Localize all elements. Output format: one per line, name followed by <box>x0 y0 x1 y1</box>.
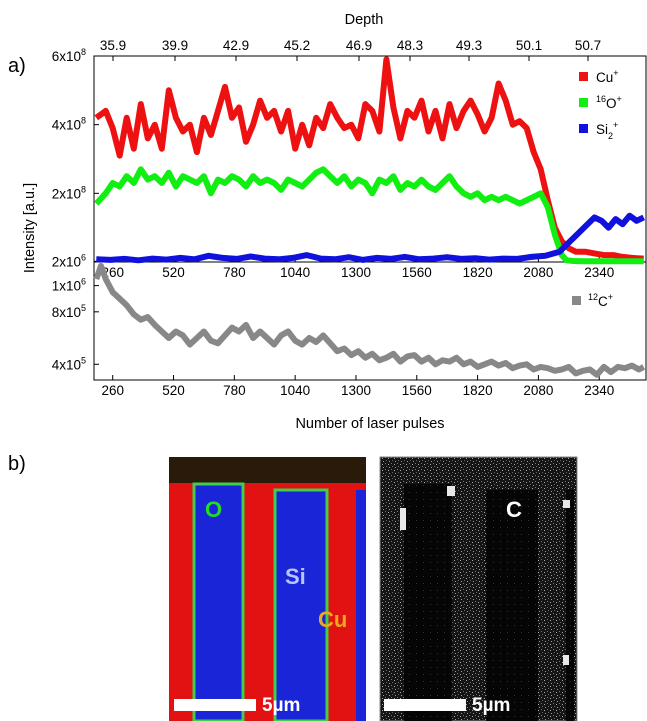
panel-label-a: a) <box>8 55 26 77</box>
bottom-x-tick-label: 1820 <box>463 383 493 398</box>
micrograph-left: O Si Cu 5µm <box>169 457 366 721</box>
top-tick-label: 35.9 <box>100 38 126 53</box>
legend-lower: 12C+ <box>572 292 613 309</box>
x-axis-title: Number of laser pulses <box>295 416 444 432</box>
c-dark-column-1 <box>404 484 452 721</box>
panel-label-b: b) <box>8 453 26 475</box>
bottom-x-axis-ticks: 260 520 780 1040 1300 1560 1820 2080 2340 <box>101 375 614 398</box>
c-bright-spot-2 <box>447 486 455 496</box>
mid-x-tick-label: 780 <box>223 265 246 280</box>
bottom-x-tick-label: 1300 <box>341 383 371 398</box>
bottom-x-tick-label: 520 <box>162 383 185 398</box>
legend-swatch-o <box>579 98 588 107</box>
series-si <box>96 212 645 264</box>
series-o <box>94 166 644 265</box>
top-tick-label: 49.3 <box>456 38 482 53</box>
legend-label-o: 16O+ <box>596 94 622 111</box>
legend-upper: Cu+ 16O+ Si2+ <box>579 68 622 141</box>
legend-label-si: Si2+ <box>596 120 618 141</box>
series-cu <box>94 56 644 262</box>
c-dark-column-2 <box>486 490 538 721</box>
bottom-x-tick-label: 2080 <box>523 383 553 398</box>
micrograph-right: C 5µm <box>379 456 578 721</box>
legend-swatch-c <box>572 296 581 305</box>
label-o: O <box>205 497 222 522</box>
mid-x-tick-label: 1820 <box>463 265 493 280</box>
top-tick-label: 50.7 <box>575 38 601 53</box>
mid-x-tick-label: 1560 <box>402 265 432 280</box>
lower-y-tick-label: 1x106 <box>52 277 86 294</box>
legend-label-c: 12C+ <box>588 292 613 309</box>
scale-bar-right <box>384 699 466 711</box>
upper-y-tick-label: 6x108 <box>52 47 86 64</box>
top-tick-label: 48.3 <box>397 38 423 53</box>
top-tick-label: 45.2 <box>284 38 310 53</box>
label-cu: Cu <box>318 607 347 632</box>
top-tick-label: 46.9 <box>346 38 372 53</box>
mid-x-tick-label: 2080 <box>523 265 553 280</box>
series-layer <box>93 56 646 378</box>
scale-label-left: 5µm <box>262 695 300 716</box>
top-axis-title: Depth <box>345 12 384 28</box>
bottom-x-tick-label: 2340 <box>584 383 614 398</box>
top-border-strip <box>169 457 366 483</box>
c-bright-spot-1 <box>400 508 406 530</box>
si-column-3 <box>356 490 366 721</box>
bottom-x-tick-label: 1560 <box>402 383 432 398</box>
bottom-x-tick-label: 1040 <box>280 383 310 398</box>
c-bright-spot-3 <box>563 500 570 508</box>
mid-x-tick-label: 1040 <box>280 265 310 280</box>
c-map-border <box>379 456 578 721</box>
mid-x-tick-label: 2340 <box>584 265 614 280</box>
label-si: Si <box>285 564 306 589</box>
upper-plot-frame <box>93 55 647 263</box>
legend-swatch-cu <box>579 72 588 81</box>
lower-y-axis-ticks: 4x105 8x105 1x106 <box>52 277 99 372</box>
lower-y-tick-label: 4x105 <box>52 355 86 372</box>
bottom-x-tick-label: 260 <box>101 383 124 398</box>
label-c: C <box>506 497 522 522</box>
legend-swatch-si <box>579 124 588 133</box>
top-axis-ticks: 35.9 39.9 42.9 45.2 46.9 48.3 49.3 50.1 50.7 <box>100 38 601 61</box>
series-c <box>93 262 646 378</box>
scale-label-right: 5µm <box>472 695 510 716</box>
upper-y-tick-label: 2x108 <box>52 184 86 201</box>
lower-y-tick-label: 8x105 <box>52 303 86 320</box>
top-tick-label: 39.9 <box>162 38 188 53</box>
upper-y-tick-label: 2x106 <box>52 252 86 269</box>
top-tick-label: 42.9 <box>223 38 249 53</box>
c-bright-spot-4 <box>563 655 569 665</box>
mid-x-tick-label: 520 <box>162 265 185 280</box>
upper-y-tick-label: 4x108 <box>52 116 86 133</box>
si-column-1 <box>192 482 245 721</box>
legend-label-cu: Cu+ <box>596 68 619 85</box>
top-tick-label: 50.1 <box>516 38 542 53</box>
c-dark-column-3 <box>566 490 574 721</box>
mid-x-tick-label: 1300 <box>341 265 371 280</box>
upper-y-axis-ticks: 2x106 2x108 4x108 6x108 <box>52 47 99 269</box>
si-column-2 <box>273 488 329 721</box>
scale-bar-left <box>174 699 256 711</box>
bottom-x-tick-label: 780 <box>223 383 246 398</box>
lower-plot-frame <box>93 261 647 381</box>
y-axis-title: Intensity [a.u.] <box>22 183 38 273</box>
